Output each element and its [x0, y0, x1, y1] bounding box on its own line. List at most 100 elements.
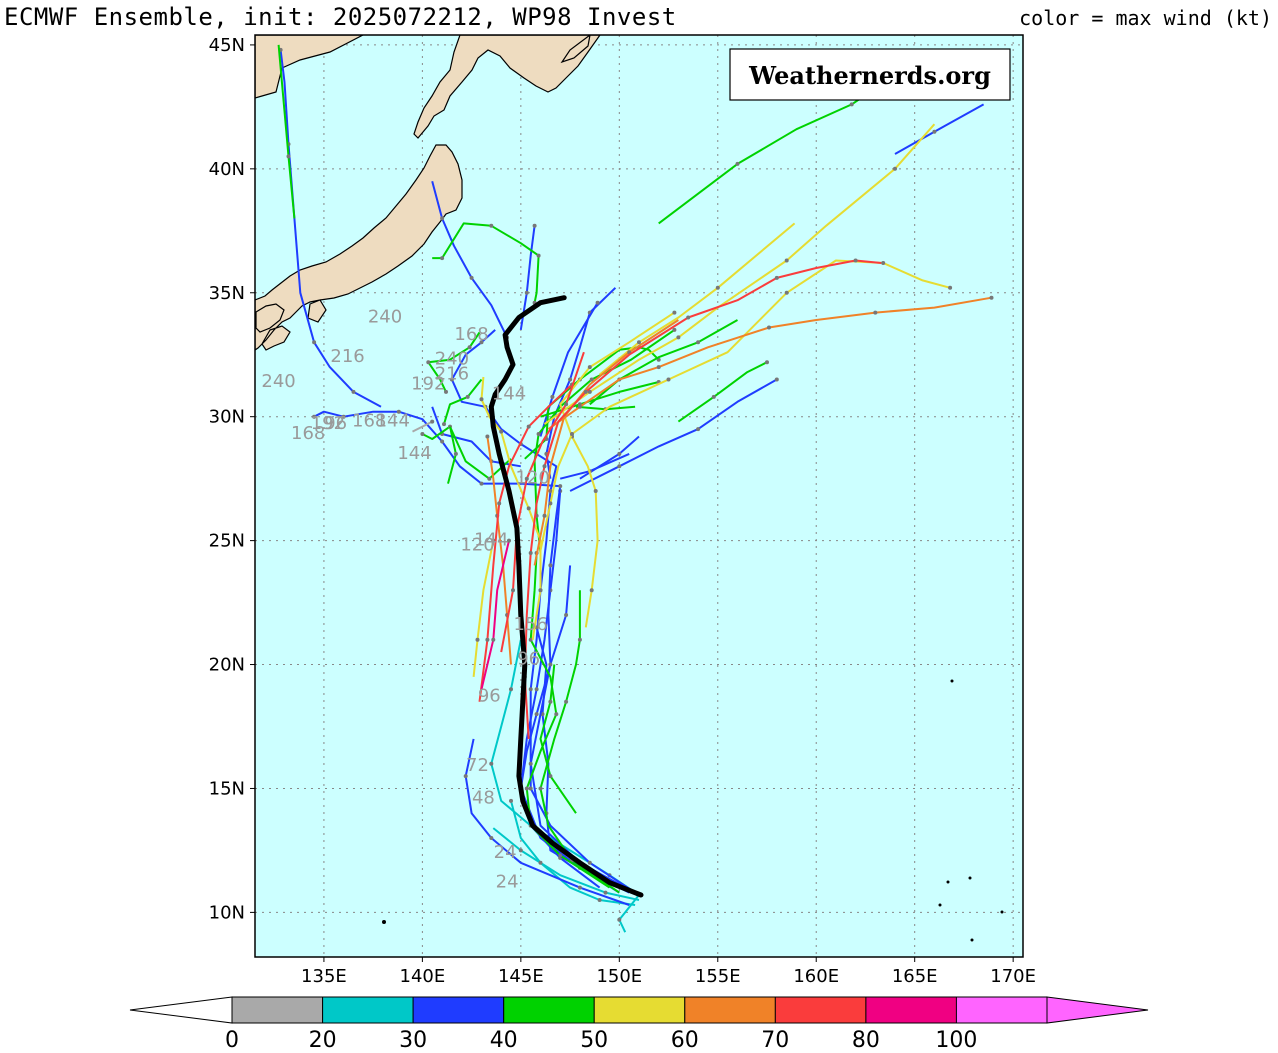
- track-point: [312, 414, 317, 419]
- track-point: [767, 325, 771, 330]
- track-point: [479, 397, 484, 402]
- track-point: [881, 261, 886, 265]
- track-point: [593, 489, 598, 493]
- track-point: [463, 774, 468, 779]
- ensemble-member-track: [559, 311, 675, 628]
- forecast-hour-label: 192: [411, 373, 445, 394]
- track-point: [465, 394, 470, 399]
- track-point: [534, 712, 539, 717]
- track-point: [542, 464, 547, 469]
- track-point: [420, 432, 425, 436]
- forecast-hour-label: 96: [517, 649, 540, 670]
- track-point: [536, 253, 541, 258]
- ensemble-member-track: [486, 436, 512, 665]
- track-point: [430, 419, 435, 424]
- track-point: [656, 365, 661, 370]
- track-point: [564, 613, 569, 617]
- colorbar-segment: [684, 996, 776, 1024]
- colorbar-segment: [412, 996, 505, 1024]
- lat-tick-label: 25N: [209, 531, 245, 552]
- track-point: [351, 389, 356, 394]
- track-point: [948, 285, 953, 290]
- track-point: [548, 662, 553, 667]
- track-point: [548, 563, 553, 568]
- track-point: [489, 836, 494, 840]
- lon-tick-label: 140E: [400, 966, 446, 987]
- ensemble-mean-track: [488, 295, 644, 898]
- ensemble-member-track: [480, 376, 542, 640]
- colorbar-segment: [231, 996, 324, 1024]
- track-point: [538, 588, 543, 593]
- lat-tick-label: 10N: [209, 902, 245, 923]
- track-point: [595, 300, 600, 305]
- track-point: [774, 377, 779, 382]
- track-point: [587, 389, 592, 394]
- track-point: [534, 687, 539, 692]
- lat-tick-label: 45N: [209, 35, 245, 56]
- lon-tick-label: 165E: [892, 966, 938, 987]
- ensemble-member-track: [589, 319, 738, 406]
- colorbar-label: 40: [490, 1028, 518, 1053]
- ensemble-tracks: [277, 44, 994, 933]
- island-dot: [938, 903, 942, 907]
- ensemble-member-track: [480, 540, 510, 690]
- ensemble-member-track: [472, 540, 495, 678]
- track-point: [617, 464, 622, 469]
- track-point: [485, 637, 490, 642]
- lon-tick-label: 170E: [990, 966, 1036, 987]
- ensemble-member-track: [279, 49, 382, 408]
- track-point: [509, 798, 513, 803]
- ensemble-member-track: [677, 361, 768, 423]
- island-dot: [1000, 910, 1004, 914]
- track-point: [507, 538, 511, 543]
- forecast-hour-label: 216: [435, 364, 469, 385]
- track-point: [589, 377, 594, 382]
- track-point: [696, 340, 701, 345]
- colorbar-label: 80: [852, 1028, 880, 1053]
- island-dot: [970, 938, 974, 942]
- colorbar-label: 70: [761, 1028, 789, 1053]
- ensemble-member-track: [432, 222, 540, 303]
- lon-tick-label: 160E: [793, 966, 839, 987]
- track-point: [548, 774, 553, 779]
- track-point: [554, 712, 559, 717]
- track-point: [526, 424, 531, 429]
- track-point: [617, 917, 622, 922]
- track-point: [491, 637, 496, 642]
- track-point: [444, 389, 448, 394]
- track-point: [524, 786, 529, 791]
- track-point: [440, 439, 445, 444]
- track-point: [467, 345, 472, 350]
- track-point: [341, 414, 346, 419]
- ensemble-member-track: [492, 827, 640, 901]
- colorbar-segment: [593, 996, 686, 1024]
- track-point: [735, 161, 740, 166]
- forecast-hour-label: 48: [472, 787, 495, 808]
- track-point: [558, 484, 563, 489]
- track-point: [893, 166, 897, 171]
- lat-tick-label: 20N: [209, 655, 245, 676]
- track-point: [548, 501, 553, 506]
- track-point: [286, 154, 291, 159]
- ocean-area: [255, 35, 1023, 957]
- lat-tick-label: 35N: [209, 283, 245, 304]
- colorbar-over-arrow: [1046, 996, 1149, 1024]
- track-point: [511, 588, 515, 593]
- colorbar-label: 100: [935, 1028, 977, 1053]
- color-legend-caption: color = max wind (kt): [1019, 6, 1272, 30]
- ensemble-member-track: [412, 420, 433, 433]
- lat-tick-label: 15N: [209, 778, 245, 799]
- track-point: [489, 761, 494, 766]
- ensemble-member-track: [540, 381, 659, 418]
- track-point: [440, 256, 445, 261]
- track-point: [558, 853, 563, 858]
- colorbar-label: 20: [309, 1028, 337, 1053]
- track-point: [528, 637, 533, 642]
- forecast-hour-label: 240: [435, 349, 469, 370]
- track-point: [853, 258, 858, 263]
- forecast-hour-label: 168: [454, 324, 488, 345]
- track-point: [532, 223, 537, 228]
- track-point: [479, 481, 484, 486]
- track-point: [524, 290, 529, 295]
